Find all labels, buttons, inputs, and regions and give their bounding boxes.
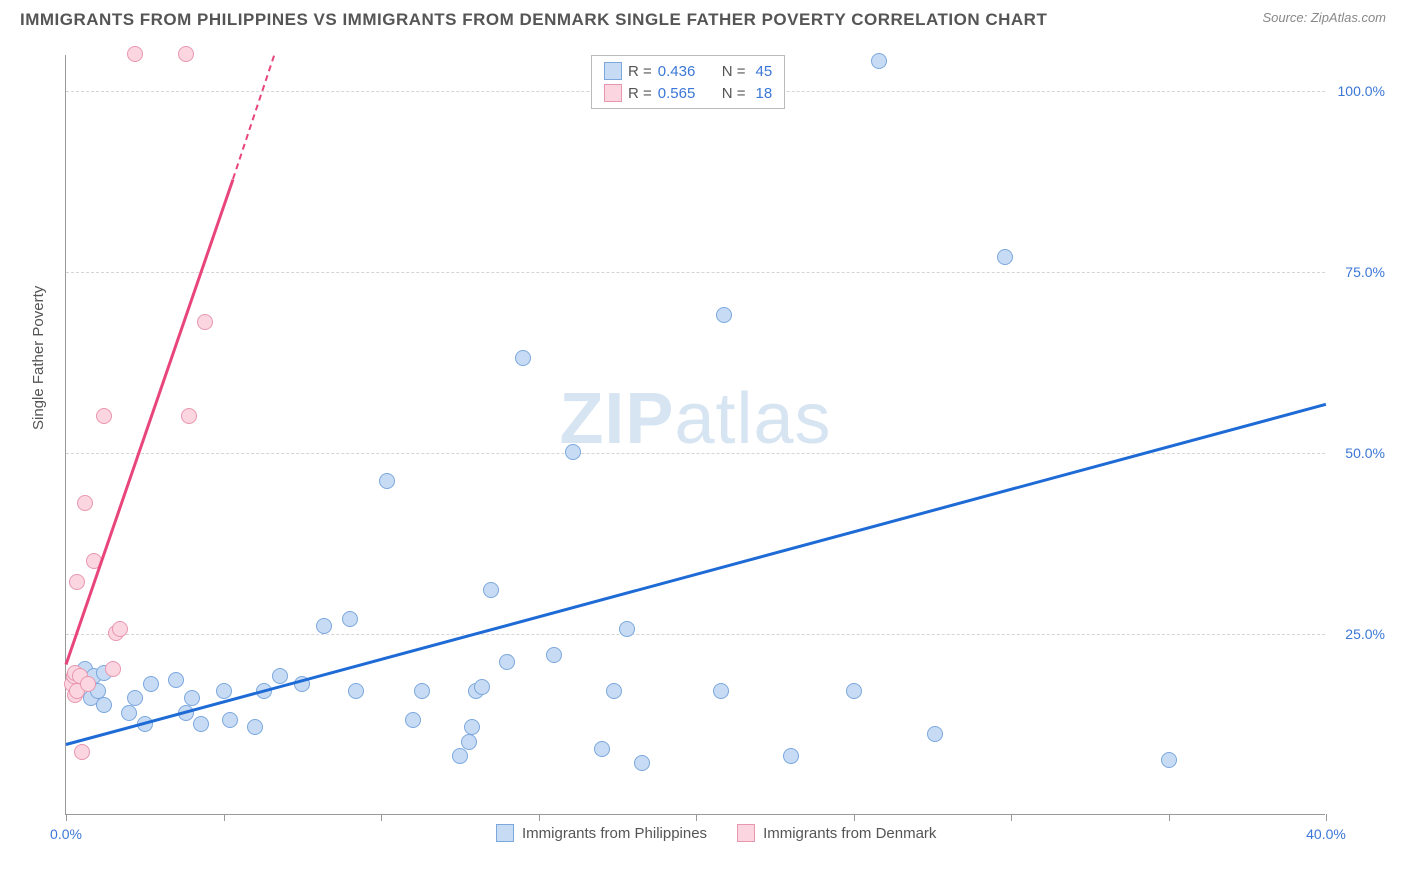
data-point xyxy=(461,734,477,750)
legend-swatch xyxy=(496,824,514,842)
x-tick xyxy=(224,814,225,821)
grid-line xyxy=(66,634,1325,635)
x-tick xyxy=(381,814,382,821)
y-tick-label: 75.0% xyxy=(1330,264,1385,280)
data-point xyxy=(127,46,143,62)
chart-area: ZIPatlas 25.0%50.0%75.0%100.0%0.0%40.0%R… xyxy=(50,55,1330,815)
data-point xyxy=(871,53,887,69)
trend-line xyxy=(65,179,235,665)
data-point xyxy=(499,654,515,670)
y-tick-label: 50.0% xyxy=(1330,445,1385,461)
data-point xyxy=(77,495,93,511)
data-point xyxy=(168,672,184,688)
data-point xyxy=(565,444,581,460)
data-point xyxy=(997,249,1013,265)
legend-swatch xyxy=(737,824,755,842)
data-point xyxy=(634,755,650,771)
legend-row: R = 0.436 N = 45 xyxy=(604,60,772,82)
data-point xyxy=(178,46,194,62)
data-point xyxy=(80,676,96,692)
data-point xyxy=(452,748,468,764)
data-point xyxy=(96,408,112,424)
data-point xyxy=(272,668,288,684)
data-point xyxy=(69,574,85,590)
data-point xyxy=(316,618,332,634)
y-tick-label: 100.0% xyxy=(1330,83,1385,99)
data-point xyxy=(348,683,364,699)
data-point xyxy=(405,712,421,728)
data-point xyxy=(127,690,143,706)
n-value: 45 xyxy=(756,63,773,80)
series-legend: Immigrants from Philippines Immigrants fr… xyxy=(496,824,936,842)
data-point xyxy=(247,719,263,735)
data-point xyxy=(1161,752,1177,768)
data-point xyxy=(184,690,200,706)
n-label: N = xyxy=(722,85,746,102)
scatter-plot: ZIPatlas 25.0%50.0%75.0%100.0%0.0%40.0%R… xyxy=(65,55,1325,815)
data-point xyxy=(216,683,232,699)
data-point xyxy=(197,314,213,330)
x-tick xyxy=(696,814,697,821)
grid-line xyxy=(66,272,1325,273)
data-point xyxy=(606,683,622,699)
data-point xyxy=(112,621,128,637)
data-point xyxy=(342,611,358,627)
x-tick-label: 0.0% xyxy=(50,826,82,842)
data-point xyxy=(105,661,121,677)
data-point xyxy=(474,679,490,695)
data-point xyxy=(414,683,430,699)
r-value: 0.436 xyxy=(658,63,708,80)
chart-title: IMMIGRANTS FROM PHILIPPINES VS IMMIGRANT… xyxy=(20,10,1047,30)
legend-row: R = 0.565 N = 18 xyxy=(604,82,772,104)
data-point xyxy=(846,683,862,699)
watermark: ZIPatlas xyxy=(559,378,831,460)
data-point xyxy=(716,307,732,323)
source-label: Source: ZipAtlas.com xyxy=(1262,10,1386,25)
x-tick xyxy=(66,814,67,821)
r-label: R = xyxy=(628,85,652,102)
data-point xyxy=(379,473,395,489)
data-point xyxy=(927,726,943,742)
data-point xyxy=(515,350,531,366)
x-tick xyxy=(539,814,540,821)
n-value: 18 xyxy=(756,85,773,102)
data-point xyxy=(121,705,137,721)
data-point xyxy=(713,683,729,699)
data-point xyxy=(619,621,635,637)
x-tick-label: 40.0% xyxy=(1306,826,1346,842)
legend-label: Immigrants from Philippines xyxy=(522,825,707,842)
x-tick xyxy=(854,814,855,821)
data-point xyxy=(483,582,499,598)
legend-item: Immigrants from Philippines xyxy=(496,824,707,842)
x-tick xyxy=(1326,814,1327,821)
legend-swatch xyxy=(604,84,622,102)
data-point xyxy=(594,741,610,757)
data-point xyxy=(193,716,209,732)
x-tick xyxy=(1011,814,1012,821)
correlation-legend: R = 0.436 N = 45 R = 0.565 N = 18 xyxy=(591,55,785,109)
data-point xyxy=(96,697,112,713)
trend-line xyxy=(232,56,275,180)
data-point xyxy=(181,408,197,424)
legend-item: Immigrants from Denmark xyxy=(737,824,936,842)
data-point xyxy=(74,744,90,760)
n-label: N = xyxy=(722,63,746,80)
legend-label: Immigrants from Denmark xyxy=(763,825,936,842)
data-point xyxy=(222,712,238,728)
data-point xyxy=(464,719,480,735)
r-label: R = xyxy=(628,63,652,80)
y-axis-label: Single Father Poverty xyxy=(30,286,47,430)
y-tick-label: 25.0% xyxy=(1330,626,1385,642)
x-tick xyxy=(1169,814,1170,821)
data-point xyxy=(143,676,159,692)
r-value: 0.565 xyxy=(658,85,708,102)
data-point xyxy=(783,748,799,764)
legend-swatch xyxy=(604,62,622,80)
data-point xyxy=(546,647,562,663)
